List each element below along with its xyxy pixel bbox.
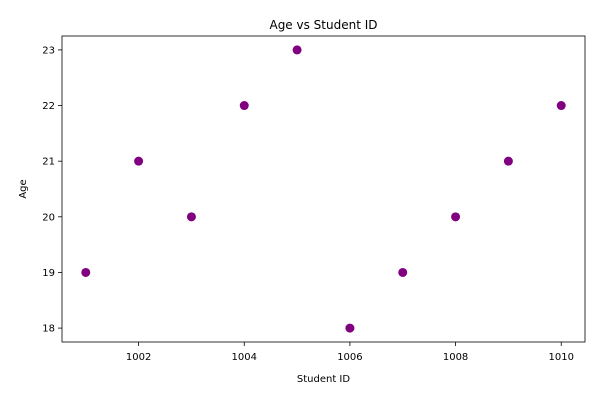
data-point xyxy=(345,323,355,333)
data-point xyxy=(556,101,566,111)
scatter-points xyxy=(81,45,566,333)
x-tick-label: 1010 xyxy=(549,352,574,363)
y-axis-ticks: 18 19 20 21 22 23 xyxy=(42,45,62,335)
y-tick-label: 21 xyxy=(42,157,55,168)
x-tick-label: 1006 xyxy=(337,352,362,363)
x-tick-label: 1008 xyxy=(443,352,468,363)
data-point xyxy=(186,212,196,222)
data-point xyxy=(398,267,408,277)
data-point xyxy=(503,156,513,166)
y-tick-label: 19 xyxy=(42,268,55,279)
x-axis-ticks: 1002 1004 1006 1008 1010 xyxy=(126,342,574,363)
y-tick-label: 20 xyxy=(42,212,55,223)
x-tick-label: 1004 xyxy=(232,352,257,363)
data-point xyxy=(81,267,91,277)
y-tick-label: 23 xyxy=(42,45,55,56)
chart-title: Age vs Student ID xyxy=(269,18,377,32)
plot-frame xyxy=(61,35,586,343)
x-axis-title: Student ID xyxy=(297,374,350,385)
data-point xyxy=(451,212,461,222)
x-tick-label: 1002 xyxy=(126,352,151,363)
data-point xyxy=(292,45,302,55)
data-point xyxy=(239,101,249,111)
y-tick-label: 18 xyxy=(42,324,55,335)
y-axis-title: Age xyxy=(18,179,29,198)
y-tick-label: 22 xyxy=(42,101,55,112)
data-point xyxy=(134,156,144,166)
